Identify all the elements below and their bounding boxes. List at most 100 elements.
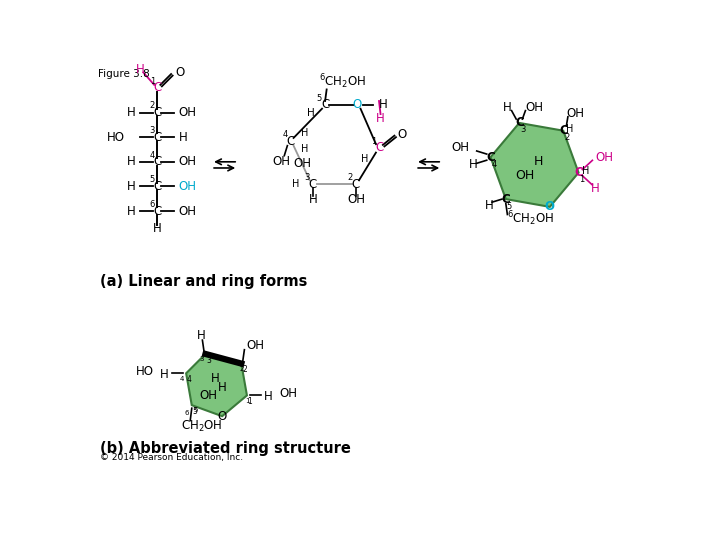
Text: H: H xyxy=(379,98,388,111)
Text: O: O xyxy=(545,200,555,213)
Text: H: H xyxy=(534,154,543,167)
Text: 6: 6 xyxy=(184,410,189,416)
Text: O: O xyxy=(353,98,362,111)
Text: H: H xyxy=(161,368,169,381)
Text: 3: 3 xyxy=(206,356,211,364)
Text: 4: 4 xyxy=(187,375,192,384)
Text: C: C xyxy=(515,117,523,130)
Text: CH$_2$OH: CH$_2$OH xyxy=(181,419,222,434)
Text: O: O xyxy=(217,410,227,423)
Text: 2: 2 xyxy=(564,133,570,142)
Text: C: C xyxy=(153,106,161,119)
Text: 2: 2 xyxy=(348,173,353,182)
Text: 5: 5 xyxy=(150,175,155,184)
Text: HO: HO xyxy=(136,365,154,378)
Text: H: H xyxy=(153,222,161,235)
Text: $^6$CH$_2$OH: $^6$CH$_2$OH xyxy=(319,72,366,91)
Text: C: C xyxy=(153,131,161,144)
Text: H: H xyxy=(376,112,385,125)
Polygon shape xyxy=(186,354,247,416)
Text: H: H xyxy=(361,154,369,164)
Text: (b) Abbreviated ring structure: (b) Abbreviated ring structure xyxy=(99,441,351,456)
Text: OH: OH xyxy=(179,180,197,193)
Text: H: H xyxy=(469,158,478,171)
Text: C: C xyxy=(501,193,510,206)
Text: OH: OH xyxy=(179,205,197,218)
Text: OH: OH xyxy=(279,387,297,400)
Text: C: C xyxy=(375,141,383,154)
Text: C: C xyxy=(153,205,161,218)
Text: H: H xyxy=(136,63,145,76)
Text: H: H xyxy=(308,193,318,206)
Text: C: C xyxy=(153,156,161,168)
Text: 4: 4 xyxy=(179,376,184,382)
Text: OH: OH xyxy=(567,107,585,120)
Text: OH: OH xyxy=(347,193,365,206)
Text: OH: OH xyxy=(179,156,197,168)
Text: H: H xyxy=(179,131,187,144)
Text: © 2014 Pearson Education, Inc.: © 2014 Pearson Education, Inc. xyxy=(99,453,243,462)
Text: H: H xyxy=(485,199,493,212)
Text: 1: 1 xyxy=(371,137,376,146)
Text: C: C xyxy=(574,166,583,179)
Text: 5: 5 xyxy=(507,201,512,211)
Text: 2: 2 xyxy=(240,366,244,372)
Text: 1: 1 xyxy=(580,175,585,184)
Text: C: C xyxy=(153,82,161,94)
Text: 1: 1 xyxy=(150,77,155,85)
Text: C: C xyxy=(321,98,329,111)
Text: Figure 3.8: Figure 3.8 xyxy=(98,69,150,79)
Polygon shape xyxy=(490,123,579,207)
Text: H: H xyxy=(567,124,574,134)
Text: OH: OH xyxy=(272,156,290,168)
Text: OH: OH xyxy=(179,106,197,119)
Text: 4: 4 xyxy=(491,160,497,168)
Text: O: O xyxy=(397,127,407,140)
Text: C: C xyxy=(309,178,317,191)
Text: H: H xyxy=(264,390,273,403)
Text: H: H xyxy=(591,181,600,194)
Text: H: H xyxy=(127,205,135,218)
Text: OH: OH xyxy=(294,157,312,170)
Text: OH: OH xyxy=(200,389,218,402)
Text: $^6$CH$_2$OH: $^6$CH$_2$OH xyxy=(508,210,554,228)
Text: OH: OH xyxy=(516,169,535,182)
Text: 2: 2 xyxy=(150,101,155,110)
Text: H: H xyxy=(503,101,511,114)
Text: 3: 3 xyxy=(150,126,155,135)
Text: H: H xyxy=(292,179,299,189)
Text: H: H xyxy=(127,180,135,193)
Text: 2: 2 xyxy=(242,365,247,374)
Text: OH: OH xyxy=(595,151,613,164)
Text: (a) Linear and ring forms: (a) Linear and ring forms xyxy=(99,274,307,289)
Text: 3: 3 xyxy=(199,356,204,362)
Text: 5: 5 xyxy=(192,407,197,416)
Text: H: H xyxy=(307,107,315,118)
Text: 1: 1 xyxy=(246,398,250,404)
Text: C: C xyxy=(287,136,294,148)
Text: 3: 3 xyxy=(520,125,526,134)
Text: 1: 1 xyxy=(248,397,253,406)
Text: C: C xyxy=(153,180,161,193)
Text: O: O xyxy=(175,66,184,79)
Text: OH: OH xyxy=(246,339,264,352)
Text: HO: HO xyxy=(107,131,125,144)
Text: H: H xyxy=(582,166,590,176)
Text: 5: 5 xyxy=(193,407,198,413)
Text: OH: OH xyxy=(451,141,469,154)
Text: 4: 4 xyxy=(282,131,287,139)
Text: H: H xyxy=(197,329,206,342)
Text: H: H xyxy=(301,127,309,138)
Text: OH: OH xyxy=(526,101,544,114)
Text: 3: 3 xyxy=(305,173,310,182)
Text: H: H xyxy=(127,106,135,119)
Text: H: H xyxy=(301,145,309,154)
Text: C: C xyxy=(352,178,360,191)
Text: C: C xyxy=(559,124,567,137)
Text: C: C xyxy=(486,151,495,164)
Text: H: H xyxy=(127,156,135,168)
Text: 5: 5 xyxy=(317,93,322,103)
Text: 4: 4 xyxy=(150,151,155,159)
Text: H: H xyxy=(218,381,227,394)
Text: H: H xyxy=(211,372,220,384)
